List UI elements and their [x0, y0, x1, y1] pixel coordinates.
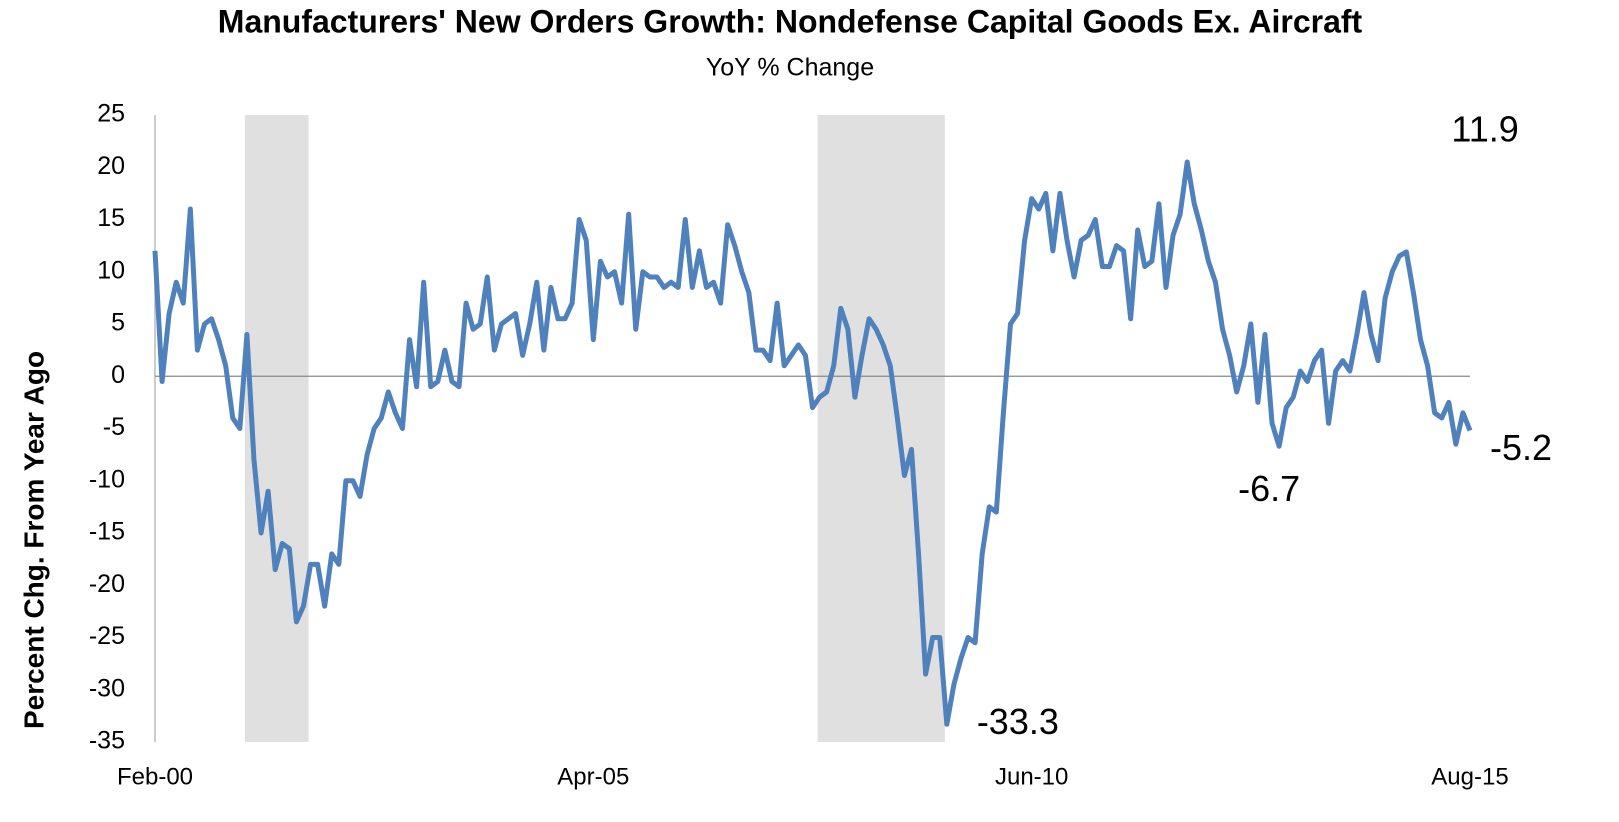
y-tick-label: 25 — [97, 100, 125, 128]
y-axis-label: Percent Chg. From Year Ago — [18, 351, 49, 729]
y-tick-label: -10 — [89, 465, 125, 493]
chart-title: Manufacturers' New Orders Growth: Nondef… — [218, 3, 1363, 39]
x-tick-label: Feb-00 — [117, 763, 193, 790]
y-tick-label: -5 — [103, 413, 125, 441]
y-tick-label: 0 — [111, 361, 125, 389]
data-label: 11.9 — [1451, 108, 1518, 149]
y-tick-label: 5 — [111, 309, 125, 337]
y-tick-label: -35 — [89, 727, 125, 755]
y-tick-label: -25 — [89, 622, 125, 650]
y-tick-label: -30 — [89, 674, 125, 702]
chart-subtitle: YoY % Change — [706, 54, 874, 82]
x-tick-label: Jun-10 — [995, 763, 1068, 790]
y-tick-label: -15 — [89, 518, 125, 546]
data-label: -5.2 — [1490, 427, 1552, 468]
x-tick-label: Aug-15 — [1431, 763, 1508, 790]
y-tick-label: 15 — [97, 204, 125, 232]
y-tick-label: -20 — [89, 570, 125, 598]
data-line — [152, 159, 1473, 727]
y-tick-label: 20 — [97, 152, 125, 180]
data-label: -33.3 — [977, 701, 1059, 742]
x-tick-label: Apr-05 — [557, 763, 629, 790]
recession-shade — [244, 115, 309, 742]
y-tick-label: 10 — [97, 256, 125, 284]
data-label: -6.7 — [1238, 468, 1300, 509]
